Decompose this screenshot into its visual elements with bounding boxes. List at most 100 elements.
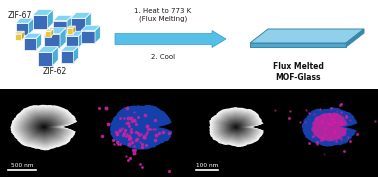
Polygon shape [346,29,364,47]
Polygon shape [15,18,33,23]
Polygon shape [14,107,74,148]
Polygon shape [223,117,249,137]
Polygon shape [302,107,358,147]
Polygon shape [231,123,242,131]
Polygon shape [26,115,61,139]
Polygon shape [28,18,33,35]
Polygon shape [44,34,60,48]
Polygon shape [218,114,254,140]
Polygon shape [35,121,53,133]
Polygon shape [44,28,66,34]
Polygon shape [37,33,42,50]
Polygon shape [30,118,58,137]
Polygon shape [40,125,48,129]
Polygon shape [60,46,79,51]
Polygon shape [67,15,72,33]
Polygon shape [33,119,56,135]
Polygon shape [15,23,28,35]
Polygon shape [226,119,246,135]
Polygon shape [28,116,60,138]
Polygon shape [235,126,237,128]
Bar [0,89,94,177]
Polygon shape [33,15,48,29]
Polygon shape [20,111,68,144]
Polygon shape [212,109,261,145]
Text: 1. Heat to 773 K
(Flux Melting): 1. Heat to 773 K (Flux Melting) [134,8,192,22]
Polygon shape [53,21,67,33]
Polygon shape [229,121,244,133]
Polygon shape [31,119,57,136]
Bar [189,89,283,177]
Polygon shape [224,118,248,136]
Polygon shape [81,31,95,43]
Polygon shape [15,108,73,147]
Polygon shape [79,31,84,48]
Polygon shape [221,116,251,138]
Polygon shape [67,28,73,34]
Polygon shape [23,113,65,142]
Polygon shape [39,124,49,130]
Polygon shape [60,28,66,48]
Polygon shape [85,13,91,32]
Polygon shape [45,29,53,31]
Polygon shape [23,38,37,50]
Polygon shape [214,110,259,144]
Polygon shape [73,46,79,63]
Polygon shape [110,105,172,150]
Polygon shape [37,52,53,66]
Polygon shape [71,13,91,18]
Polygon shape [42,125,46,129]
Polygon shape [22,31,24,40]
Polygon shape [217,113,256,142]
Text: ZIF-62: ZIF-62 [43,67,67,76]
Polygon shape [233,125,239,129]
Polygon shape [250,43,346,47]
Polygon shape [211,108,262,146]
Polygon shape [43,126,45,128]
Polygon shape [222,117,250,137]
Polygon shape [232,124,240,130]
FancyArrow shape [115,30,226,47]
Polygon shape [250,29,364,43]
Polygon shape [217,113,255,141]
Polygon shape [219,115,253,139]
Polygon shape [229,122,243,132]
Text: 100 nm: 100 nm [196,163,218,168]
Polygon shape [209,107,264,147]
Polygon shape [215,111,258,143]
Polygon shape [71,18,85,32]
Text: 500 nm: 500 nm [11,163,33,168]
Polygon shape [33,10,53,15]
Polygon shape [65,36,79,48]
Polygon shape [220,115,252,139]
Polygon shape [17,109,70,145]
Polygon shape [215,112,257,142]
Polygon shape [25,115,62,140]
Polygon shape [234,126,238,128]
Polygon shape [37,122,51,132]
Polygon shape [36,122,52,133]
Polygon shape [311,112,348,141]
Polygon shape [11,105,77,150]
Polygon shape [227,120,246,134]
Bar [283,89,378,177]
Polygon shape [24,114,64,141]
Polygon shape [95,25,100,43]
Polygon shape [73,26,75,34]
Polygon shape [34,120,54,134]
Polygon shape [60,51,73,63]
Polygon shape [14,31,24,34]
Polygon shape [228,121,245,133]
Text: ZIF-67: ZIF-67 [8,10,33,19]
Polygon shape [65,31,84,36]
Polygon shape [81,25,100,31]
Polygon shape [37,47,58,52]
Polygon shape [213,110,260,144]
Polygon shape [210,108,263,146]
Polygon shape [67,26,75,28]
Bar [94,89,189,177]
Polygon shape [38,123,50,131]
Polygon shape [16,109,71,146]
Polygon shape [48,10,53,29]
Polygon shape [53,15,72,21]
